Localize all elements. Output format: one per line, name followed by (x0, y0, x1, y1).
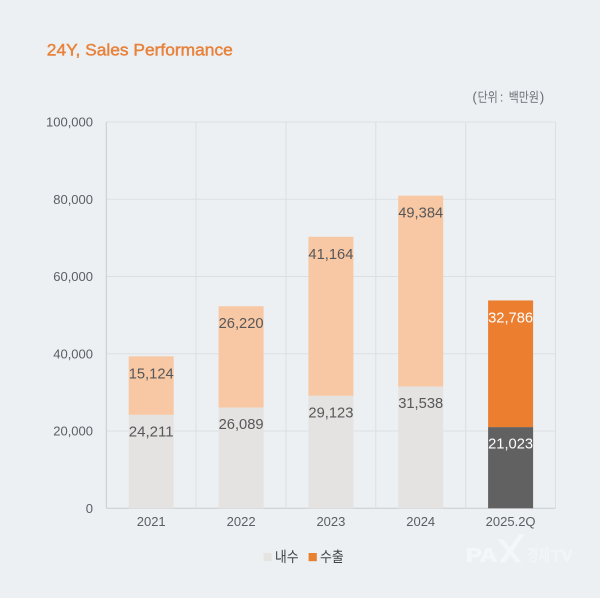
svg-text::: : (500, 90, 504, 105)
svg-text:60,000: 60,000 (53, 269, 93, 284)
svg-text:0: 0 (86, 501, 93, 516)
svg-text:31,538: 31,538 (398, 395, 443, 412)
svg-text:49,384: 49,384 (398, 205, 443, 222)
svg-text:26,089: 26,089 (219, 416, 264, 433)
svg-text:20,000: 20,000 (53, 424, 93, 439)
svg-text:TV: TV (551, 546, 573, 565)
svg-text:2021: 2021 (137, 514, 166, 529)
svg-text:40,000: 40,000 (53, 347, 93, 362)
svg-text:PA: PA (466, 544, 498, 565)
svg-text:80,000: 80,000 (53, 192, 93, 207)
svg-text:32,786: 32,786 (488, 309, 533, 326)
svg-text:100,000: 100,000 (46, 115, 93, 130)
svg-text:21,023: 21,023 (488, 436, 533, 453)
svg-text:15,124: 15,124 (129, 365, 174, 382)
svg-text:2022: 2022 (227, 514, 256, 529)
svg-text:41,164: 41,164 (308, 246, 353, 263)
svg-text:): ) (540, 90, 545, 105)
svg-text:24Y, Sales Performance: 24Y, Sales Performance (47, 40, 233, 59)
svg-text:26,220: 26,220 (219, 315, 264, 332)
svg-text:2024: 2024 (406, 514, 435, 529)
svg-text:(: ( (472, 90, 477, 105)
svg-text:2023: 2023 (316, 514, 345, 529)
svg-text:2025.2Q: 2025.2Q (486, 514, 536, 529)
svg-text:24,211: 24,211 (129, 423, 174, 440)
svg-text:29,123: 29,123 (308, 404, 353, 421)
